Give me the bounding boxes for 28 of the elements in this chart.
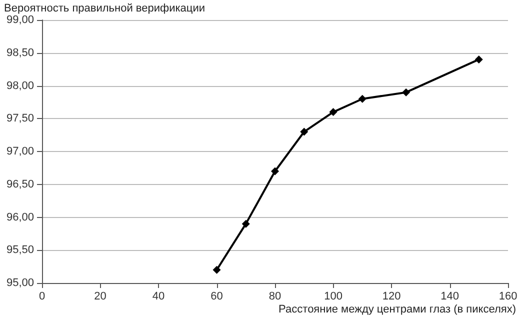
- x-tick-label: 60: [210, 290, 223, 302]
- point: [358, 94, 366, 103]
- y-tick-label: 97,00: [6, 146, 34, 158]
- point: [242, 220, 250, 228]
- x-tick-label: 80: [268, 290, 282, 302]
- point: [402, 88, 410, 96]
- x-tick-label: 140: [440, 290, 459, 302]
- y-tick-label: 95,00: [6, 277, 34, 289]
- y-tick-label: 98,00: [6, 80, 34, 92]
- x-tick-label: 100: [324, 290, 342, 302]
- y-tick-label: 96,50: [6, 178, 34, 190]
- y-tick-label: 99,00: [6, 14, 34, 26]
- point: [212, 266, 221, 274]
- x-tick-label: 160: [498, 290, 518, 302]
- point: [271, 167, 279, 176]
- x-tick-label: 120: [382, 290, 401, 302]
- x-tick-label: 40: [152, 290, 165, 302]
- y-tick-label: 96,00: [6, 211, 34, 224]
- point: [300, 128, 308, 136]
- x-axis-title: Расстояние между центрами глаз (в пикселях): [278, 304, 516, 316]
- x-tick-label: 20: [94, 290, 106, 302]
- point: [474, 55, 483, 64]
- point: [329, 108, 338, 116]
- y-tick-label: 97,50: [6, 112, 34, 125]
- x-tick-label: 0: [38, 290, 46, 302]
- y-tick-label: 95,50: [6, 244, 34, 256]
- y-tick-label: 98,50: [6, 46, 34, 59]
- y-axis-title: Вероятность правильной верификации: [4, 2, 205, 14]
